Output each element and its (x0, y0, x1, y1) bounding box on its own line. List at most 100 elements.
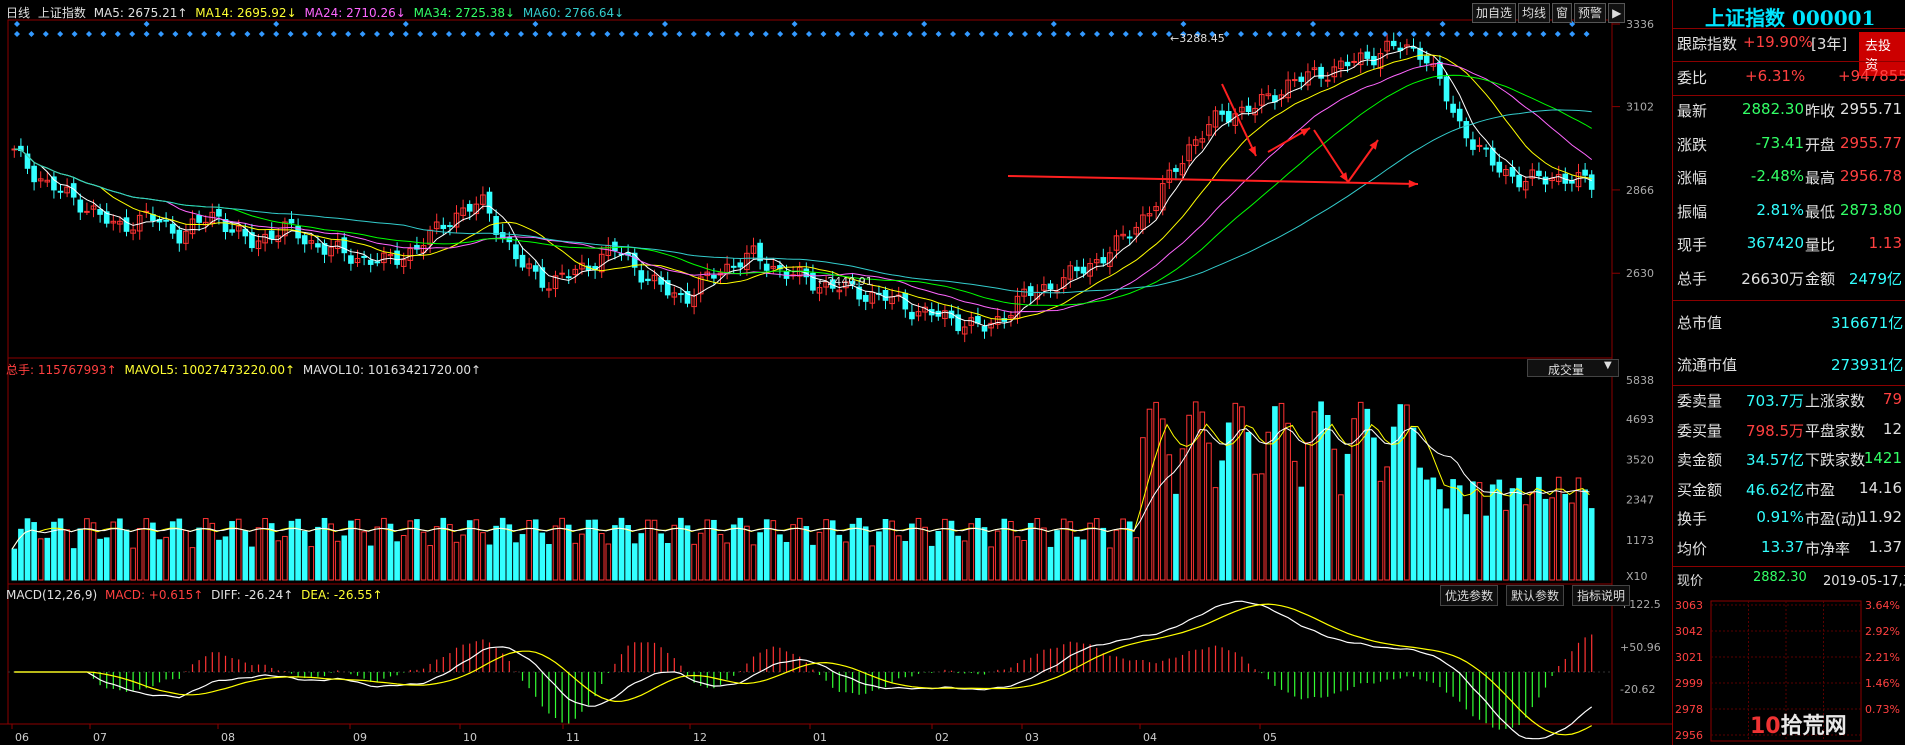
q2-value: 798.5万 (1746, 421, 1804, 440)
candle-body (697, 276, 704, 295)
mini-right-label: 1.46% (1865, 677, 1900, 690)
down-arrow-2-head (1339, 172, 1348, 182)
ma-button[interactable]: 均线 (1518, 3, 1551, 23)
mini-intraday-chart[interactable]: 3063 3.64% 3042 2.92% 3021 2.21% 2999 1.46% 2978… (1673, 597, 1905, 745)
signal-diamond (186, 31, 193, 37)
indicator-help-button[interactable]: 指标说明 (1572, 585, 1631, 606)
add-watchlist-button[interactable]: 加自选 (1472, 3, 1517, 23)
volume-bar (1443, 508, 1450, 581)
signal-diamond (950, 31, 956, 37)
volume-bar (988, 546, 994, 581)
volume-bar (1463, 514, 1470, 581)
invest-button[interactable]: 去投资 (1859, 32, 1905, 76)
volume-bar (1140, 437, 1146, 581)
signal-diamond (1252, 31, 1259, 37)
q1-value-2: 2955.71 (1839, 100, 1902, 118)
signal-diamond (417, 31, 424, 37)
candle-body (1146, 213, 1153, 217)
candle-body (1153, 206, 1159, 212)
volume-bar (242, 530, 249, 581)
candle-body (816, 287, 823, 294)
candle-body (836, 289, 843, 293)
candle-body (123, 217, 130, 232)
mini-left-label: 2978 (1675, 703, 1703, 716)
volume-bar (367, 545, 374, 581)
volume-bar (1298, 486, 1305, 581)
q2-label-2: 市净率 (1805, 539, 1851, 558)
candle-body (420, 245, 427, 253)
candle-body (268, 230, 275, 240)
candle-body (942, 310, 948, 320)
price-axis-label: 3102 (1626, 101, 1654, 114)
signal-diamond (1223, 31, 1230, 37)
candle-body (176, 229, 183, 244)
volume-bar (1034, 518, 1041, 581)
alert-button[interactable]: 预警 (1574, 3, 1607, 23)
signal-diamond (935, 31, 942, 37)
candle-body (1133, 226, 1140, 235)
watermark: 10拾荒网 (1750, 708, 1847, 740)
candle-body (447, 225, 453, 228)
signal-diamond (1281, 31, 1288, 37)
q2-label: 换手 (1677, 510, 1708, 528)
up-arrow-1-head (1300, 128, 1310, 136)
down-arrow-1-head (1248, 146, 1256, 156)
candle-body (1582, 169, 1588, 176)
volume-bar (1212, 487, 1219, 581)
candle-body (1423, 55, 1430, 64)
volume-bar (235, 518, 242, 581)
volume-bar (183, 530, 189, 581)
volume-bar (783, 541, 790, 581)
candle-body (750, 245, 757, 254)
mktcap-value: 316671亿 (1831, 314, 1904, 332)
volume-bar (70, 548, 77, 581)
volume-bar (1489, 484, 1496, 581)
volume-bar (1265, 431, 1272, 581)
volume-bar (1291, 460, 1298, 581)
volume-bar (1423, 479, 1430, 581)
window-button[interactable]: 窗 (1552, 3, 1573, 23)
optimize-params-button[interactable]: 优选参数 (1440, 585, 1499, 606)
volume-bar (110, 521, 117, 581)
candle-body (440, 224, 447, 230)
q1-label-2: 昨收 (1805, 102, 1836, 120)
volume-bar (136, 528, 143, 581)
q1-row: 振幅 2.81% 最低 2873.80 (1673, 201, 1905, 227)
signal-diamond (71, 31, 78, 37)
candle-body (645, 278, 651, 282)
signal-diamond (143, 31, 150, 37)
volume-bar (1087, 522, 1093, 581)
up-arrow-2-head (1369, 140, 1378, 150)
q1-value-2: 1.13 (1868, 234, 1902, 252)
signal-diamond (777, 31, 784, 37)
candle-body (757, 242, 763, 262)
q1-label: 涨跌 (1677, 135, 1708, 154)
volume-bar (315, 526, 321, 581)
candle-body (433, 221, 440, 230)
volume-indicator-dropdown[interactable]: 成交量 ▼ (1527, 359, 1619, 377)
default-params-button[interactable]: 默认参数 (1506, 585, 1565, 606)
volume-bar (64, 529, 70, 581)
signal-diamond (1310, 21, 1316, 27)
period-label[interactable]: 日线 (6, 6, 31, 20)
volume-bar (103, 537, 110, 581)
candle-body (823, 281, 829, 288)
volume-bar (823, 519, 829, 581)
signal-diamond (518, 31, 524, 37)
volume-bar (526, 520, 532, 581)
candle-body (843, 281, 849, 289)
volume-bar (486, 544, 493, 581)
collapse-panel-icon[interactable]: ▶ (1608, 3, 1626, 23)
signal-diamond (1180, 31, 1187, 37)
chart-canvas[interactable]: 3336 3102 2866 2630 ←3288.45 ←2440.91 5838 4693… (0, 0, 1672, 745)
candle-body (1470, 139, 1476, 150)
candle-body (169, 223, 176, 234)
signal-diamond (1122, 31, 1129, 37)
candle-body (856, 286, 862, 300)
candle-body (1067, 265, 1074, 280)
volume-bar (1001, 518, 1008, 581)
volume-bar (440, 517, 447, 581)
candle-body (367, 259, 374, 265)
candle-body (473, 203, 480, 215)
now-label: 现价 (1677, 574, 1704, 589)
